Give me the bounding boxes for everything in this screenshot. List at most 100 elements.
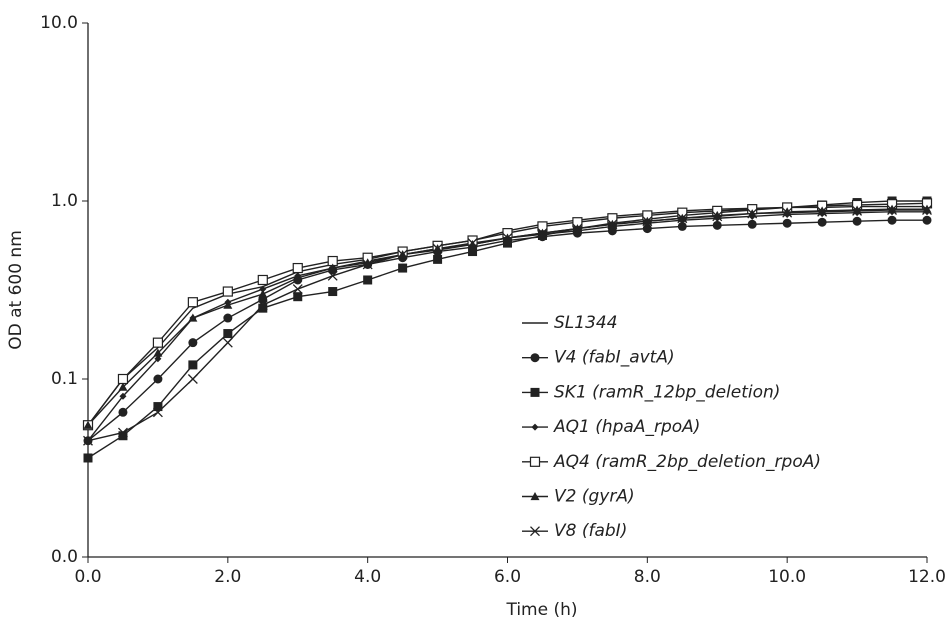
y-tick-label: 10.0 — [40, 13, 78, 33]
marker — [152, 407, 163, 418]
marker — [712, 210, 722, 220]
marker — [257, 300, 268, 311]
marker — [362, 259, 373, 270]
legend: SL1344 V4 (fabI_avtA) SK1 (ramR_12bp_delet… — [522, 313, 821, 541]
x-tick-label: 10.0 — [768, 567, 806, 587]
marker — [153, 402, 163, 412]
legend-label: V4 (fabI_avtA) — [554, 348, 675, 368]
y-tick-label: 1.0 — [51, 191, 78, 211]
marker — [117, 427, 128, 438]
marker — [530, 492, 540, 501]
legend-label: AQ4 (ramR_2bp_deletion_rpoA) — [553, 452, 821, 472]
marker — [292, 284, 303, 295]
marker — [118, 382, 128, 391]
marker — [747, 219, 757, 229]
legend-label: SK1 (ramR_12bp_deletion) — [554, 382, 780, 402]
marker — [83, 420, 93, 429]
marker — [118, 431, 128, 441]
marker — [782, 207, 793, 218]
marker — [258, 303, 268, 313]
marker — [922, 205, 932, 215]
y-tick-label: 0.0 — [51, 547, 78, 567]
marker — [119, 392, 127, 400]
legend-label: SL1344 — [554, 313, 618, 333]
marker — [572, 223, 583, 234]
marker — [153, 348, 163, 357]
marker — [293, 292, 303, 302]
marker — [258, 289, 268, 298]
marker — [188, 338, 198, 348]
marker — [607, 219, 618, 230]
marker — [152, 337, 164, 348]
legend-label: V8 (fabI) — [554, 521, 627, 541]
marker — [817, 217, 827, 227]
marker — [712, 220, 722, 230]
marker — [433, 254, 443, 264]
marker — [677, 213, 688, 224]
series-line — [87, 219, 927, 442]
marker — [642, 216, 653, 227]
marker — [468, 247, 478, 257]
marker — [529, 456, 541, 467]
marker — [327, 270, 338, 281]
marker — [531, 423, 539, 431]
marker — [887, 215, 897, 225]
x-tick-label: 12.0 — [908, 567, 946, 587]
marker — [642, 224, 652, 234]
marker — [852, 216, 862, 226]
x-tick-label: 8.0 — [634, 567, 661, 587]
marker — [188, 360, 198, 370]
marker — [747, 208, 758, 219]
marker — [292, 262, 303, 274]
y-axis-label: OD at 600 nm — [6, 230, 26, 350]
legend-label: AQ1 (hpaA_rpoA) — [553, 417, 700, 437]
marker — [782, 207, 792, 216]
marker — [887, 205, 898, 215]
marker — [467, 238, 478, 249]
marker — [607, 226, 617, 236]
marker — [188, 313, 198, 322]
marker — [187, 374, 198, 384]
marker — [363, 275, 373, 285]
marker — [223, 313, 233, 323]
marker — [223, 329, 233, 339]
legend-label: V2 (gyrA) — [554, 487, 635, 507]
marker — [328, 287, 338, 297]
marker — [712, 211, 723, 222]
marker — [922, 204, 932, 213]
marker — [153, 374, 163, 384]
marker — [293, 273, 303, 282]
marker — [154, 355, 162, 363]
marker — [83, 453, 93, 463]
marker — [537, 228, 548, 239]
marker — [328, 263, 338, 272]
marker — [223, 300, 233, 309]
marker — [398, 263, 408, 273]
marker — [817, 206, 827, 215]
marker — [502, 232, 513, 243]
marker — [397, 249, 408, 260]
x-axis-label: Time (h) — [505, 600, 577, 620]
marker — [852, 205, 862, 214]
marker — [887, 204, 897, 213]
marker — [257, 274, 268, 286]
marker — [363, 258, 373, 267]
marker — [530, 353, 540, 363]
marker — [530, 387, 540, 397]
marker — [432, 243, 443, 254]
marker — [259, 285, 267, 293]
x-tick-label: 4.0 — [354, 567, 381, 587]
marker — [118, 407, 128, 417]
marker — [187, 297, 198, 308]
x-tick-label: 0.0 — [74, 567, 101, 587]
y-tick-label: 0.1 — [51, 369, 78, 389]
marker — [817, 206, 828, 217]
x-tick-label: 6.0 — [494, 567, 521, 587]
marker — [677, 221, 687, 231]
marker — [83, 435, 93, 446]
marker — [852, 205, 863, 216]
marker — [782, 218, 792, 228]
x-tick-label: 2.0 — [214, 567, 241, 587]
marker — [222, 286, 233, 297]
